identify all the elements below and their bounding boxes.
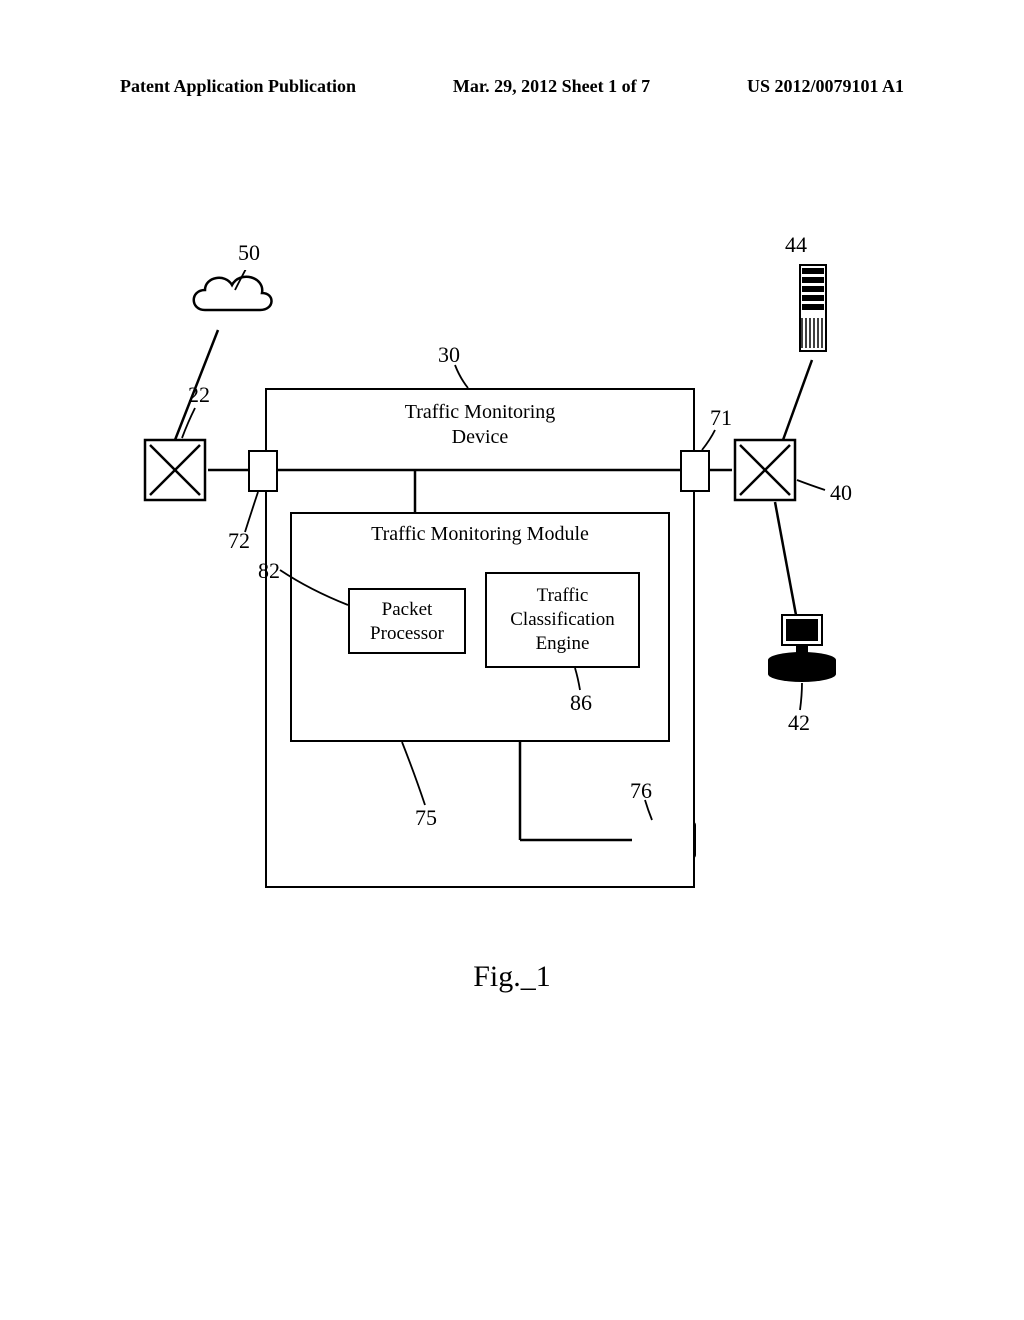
label-50: 50 — [238, 240, 260, 266]
label-30: 30 — [438, 342, 460, 368]
class-engine-text: Traffic Classification Engine — [487, 574, 638, 655]
figure-caption: Fig._1 — [0, 960, 1024, 994]
label-75: 75 — [415, 805, 437, 831]
classification-engine-box: Traffic Classification Engine — [485, 572, 640, 668]
label-82: 82 — [258, 558, 280, 584]
label-42: 42 — [788, 710, 810, 736]
page-header: Patent Application Publication Mar. 29, … — [0, 76, 1024, 97]
label-40: 40 — [830, 480, 852, 506]
label-22: 22 — [188, 382, 210, 408]
label-76: 76 — [630, 778, 652, 804]
diagram: Traffic Monitoring Device Traffic Monito… — [140, 270, 860, 910]
label-86: 86 — [570, 690, 592, 716]
label-44: 44 — [785, 232, 807, 258]
packet-processor-box: Packet Processor — [348, 588, 466, 654]
packet-proc-text: Packet Processor — [350, 590, 464, 646]
label-72: 72 — [228, 528, 250, 554]
module-title: Traffic Monitoring Module — [292, 518, 668, 547]
header-center: Mar. 29, 2012 Sheet 1 of 7 — [453, 76, 650, 97]
header-left: Patent Application Publication — [120, 76, 356, 97]
header-right: US 2012/0079101 A1 — [747, 76, 904, 97]
label-71: 71 — [710, 405, 732, 431]
